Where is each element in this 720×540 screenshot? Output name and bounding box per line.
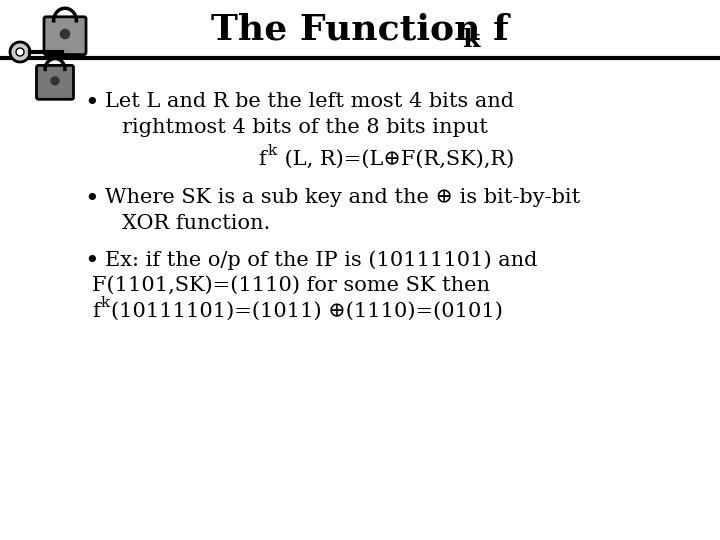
FancyBboxPatch shape — [37, 65, 73, 99]
Text: (10111101)=(1011) ⊕(1110)=(0101): (10111101)=(1011) ⊕(1110)=(0101) — [111, 302, 503, 321]
Text: The Function f: The Function f — [211, 13, 509, 47]
FancyBboxPatch shape — [44, 17, 86, 55]
Text: f: f — [92, 302, 100, 321]
Text: F(1101,SK)=(1110) for some SK then: F(1101,SK)=(1110) for some SK then — [92, 276, 490, 295]
Text: •: • — [85, 188, 99, 211]
Text: k: k — [462, 28, 480, 52]
Circle shape — [60, 30, 70, 38]
Text: •: • — [85, 92, 99, 115]
Text: XOR function.: XOR function. — [122, 214, 270, 233]
Text: rightmost 4 bits of the 8 bits input: rightmost 4 bits of the 8 bits input — [122, 118, 488, 137]
Circle shape — [16, 48, 24, 56]
Text: k: k — [268, 144, 277, 158]
Text: k: k — [101, 296, 110, 310]
Circle shape — [10, 42, 30, 62]
Circle shape — [51, 77, 59, 85]
Text: (L, R)=(L⊕F(R,SK),R): (L, R)=(L⊕F(R,SK),R) — [278, 150, 514, 169]
Text: f: f — [258, 150, 266, 169]
Text: Where SK is a sub key and the ⊕ is bit-by-bit: Where SK is a sub key and the ⊕ is bit-b… — [105, 188, 580, 207]
Text: •: • — [85, 250, 99, 273]
Text: Let L and R be the left most 4 bits and: Let L and R be the left most 4 bits and — [105, 92, 514, 111]
Text: Ex: if the o/p of the IP is (10111101) and: Ex: if the o/p of the IP is (10111101) a… — [105, 250, 537, 269]
